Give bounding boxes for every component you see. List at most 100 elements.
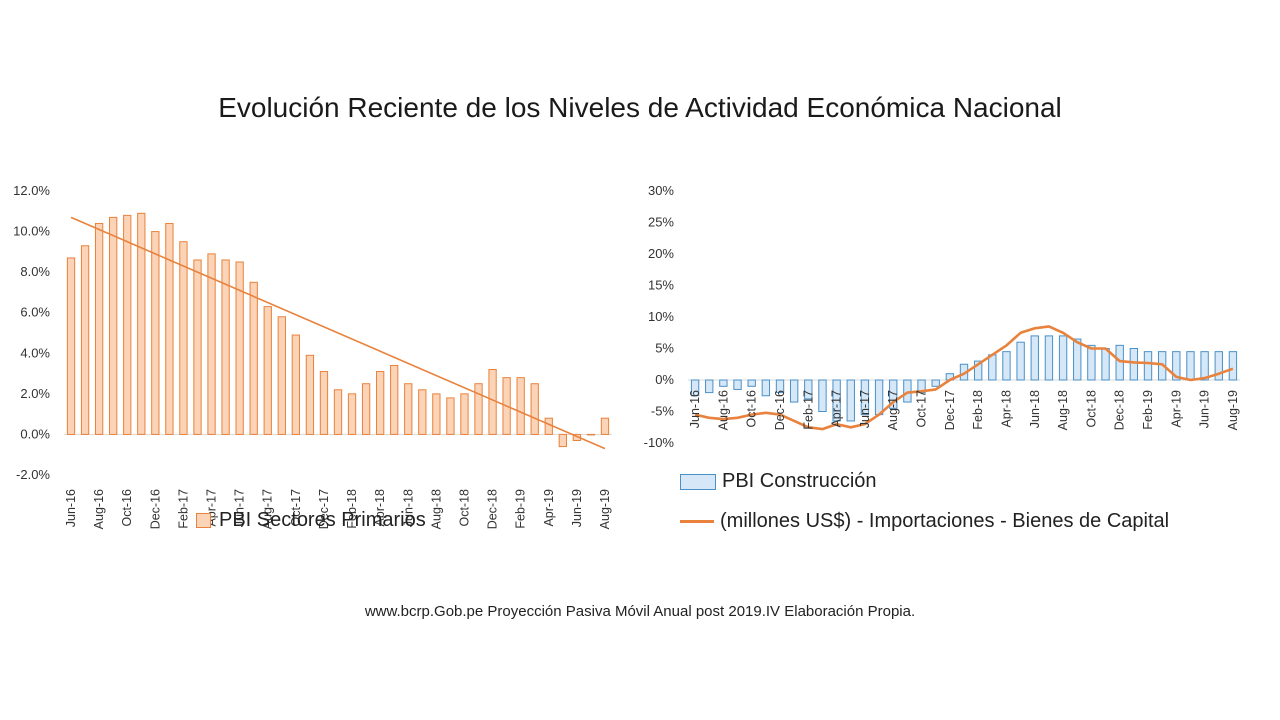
bar-construccion [804, 379, 813, 400]
x-tick-label: Aug-17 [886, 390, 900, 430]
x-tick-label: Jun-18 [401, 489, 415, 527]
bar-sectores-primarios [277, 316, 286, 435]
bar-construccion [931, 379, 940, 387]
right-y-ticks-group: -10% -5% 0% 5% 10% 15% 20% 25% 30% [644, 183, 675, 450]
bar-sectores-primarios [165, 222, 174, 435]
legend-construccion: PBI Construcción [680, 470, 877, 493]
y-tick-label: 25% [648, 215, 674, 230]
bar-sectores-primarios [80, 245, 90, 435]
x-tick-label: Oct-17 [915, 390, 929, 428]
y-tick-label: 12.0% [13, 183, 50, 198]
source-note: www.bcrp.Gob.pe Proyección Pasiva Móvil … [364, 603, 916, 620]
bar-construccion [690, 379, 700, 397]
right-bars-group [690, 335, 1238, 422]
bar-construccion [903, 379, 912, 403]
bar-construccion [719, 379, 728, 387]
bar-sectores-primarios [446, 397, 455, 435]
x-tick-label: Dec-16 [148, 489, 162, 529]
x-tick-label: Jun-19 [1198, 390, 1212, 428]
x-tick-label: Feb-18 [345, 489, 359, 529]
y-tick-label: 10% [648, 309, 674, 324]
x-tick-label: Jun-16 [64, 489, 78, 527]
bar-construccion [1129, 348, 1139, 381]
left-y-ticks-group: -2.0% 0.0% 2.0% 4.0% 6.0% 8.0% 10.0% 12.0% [13, 183, 50, 482]
y-tick-label: 10.0% [13, 224, 50, 239]
bar-sectores-primarios [361, 383, 371, 435]
x-tick-label: Dec-18 [486, 489, 500, 529]
legend-swatch-bar [680, 473, 716, 490]
x-tick-label: Dec-17 [943, 390, 957, 430]
bar-construccion [889, 379, 898, 409]
x-tick-label: Feb-19 [1141, 390, 1155, 430]
chart-sectores-primarios: -2.0% 0.0% 2.0% 4.0% 6.0% 8.0% 10.0% 12.0% Jun-… [13, 183, 612, 529]
bar-construccion [860, 379, 870, 416]
y-tick-label: -5% [651, 404, 675, 419]
x-tick-label: Aug-18 [429, 489, 443, 529]
y-tick-label: -10% [644, 435, 675, 450]
y-tick-label: 0.0% [20, 426, 50, 441]
x-tick-label: Aug-17 [261, 489, 275, 529]
bar-construccion [1186, 351, 1195, 381]
y-tick-label: 5% [655, 341, 674, 356]
y-tick-label: -2.0% [16, 467, 50, 482]
chart-construccion-importaciones: -10% -5% 0% 5% 10% 15% 20% 25% 30% Jun-16 Aug-16 O… [644, 183, 1240, 450]
bar-sectores-primarios [432, 393, 441, 435]
x-tick-label: Jun-19 [570, 489, 584, 527]
right-line-group [694, 325, 1234, 431]
bar-sectores-primarios [235, 261, 244, 435]
x-tick-label: Dec-17 [317, 489, 331, 529]
bar-sectores-primarios [305, 354, 315, 435]
x-tick-label: Feb-17 [801, 390, 815, 430]
bar-sectores-primarios [530, 383, 539, 435]
bar-sectores-primarios [418, 389, 427, 435]
x-tick-label: Feb-18 [971, 390, 985, 430]
bar-sectores-primarios [249, 281, 258, 435]
bar-sectores-primarios [263, 306, 272, 435]
legend-swatch-line [680, 520, 714, 523]
bar-construccion [1073, 338, 1082, 381]
y-tick-label: 15% [648, 278, 674, 293]
bar-construccion [1030, 335, 1039, 381]
legend-sectores-primarios: PBI Sectores Primarios [196, 509, 426, 532]
bar-sectores-primarios [586, 433, 596, 436]
x-tick-label: Apr-17 [830, 390, 844, 428]
x-tick-label: Oct-16 [745, 390, 759, 428]
y-tick-label: 8.0% [20, 264, 50, 279]
x-tick-label: Oct-16 [120, 489, 134, 527]
x-tick-label: Oct-18 [1084, 390, 1098, 428]
bar-construccion [1101, 348, 1110, 381]
bar-sectores-primarios [193, 259, 202, 435]
x-tick-label: Feb-17 [176, 489, 190, 529]
bar-construccion [1214, 351, 1223, 381]
bar-sectores-primarios [390, 364, 399, 435]
bar-sectores-primarios [66, 257, 76, 435]
x-tick-label: Apr-18 [373, 489, 387, 527]
bar-sectores-primarios [109, 216, 118, 435]
bar-sectores-primarios [333, 389, 343, 435]
x-tick-label: Apr-19 [542, 489, 556, 527]
x-tick-label: Jun-17 [858, 390, 872, 428]
legend-label-importaciones: (millones US$) - Importaciones - Bienes … [720, 510, 1170, 532]
left-bars-group [66, 212, 610, 448]
bar-sectores-primarios [404, 383, 413, 435]
legend-swatch-bar [196, 513, 211, 528]
right-x-ticks-group: Jun-16 Aug-16 Oct-16 Dec-16 Feb-17 Apr-17 Jun-… [688, 390, 1240, 430]
bar-sectores-primarios [376, 371, 385, 435]
x-tick-label: Feb-19 [514, 489, 528, 529]
left-x-ticks-group: Jun-16 Aug-16 Oct-16 Dec-16 Feb-17 Apr-17 Jun-… [64, 489, 612, 529]
x-tick-label: Aug-16 [92, 489, 106, 529]
bar-construccion [1143, 351, 1153, 381]
bar-sectores-primarios [347, 393, 357, 435]
left-trendline-group [70, 216, 606, 450]
bar-sectores-primarios [151, 231, 160, 435]
bar-sectores-primarios [291, 334, 300, 435]
bar-construccion [705, 379, 714, 394]
legend-label-construccion: PBI Construcción [722, 470, 877, 492]
bar-construccion [1087, 344, 1096, 381]
x-tick-label: Dec-16 [773, 390, 787, 430]
page-title: Evolución Reciente de los Niveles de Act… [218, 92, 1062, 123]
bar-construccion [973, 360, 983, 381]
x-tick-label: Dec-18 [1113, 390, 1127, 430]
x-tick-label: Jun-17 [233, 489, 247, 527]
bar-construccion [874, 379, 884, 416]
